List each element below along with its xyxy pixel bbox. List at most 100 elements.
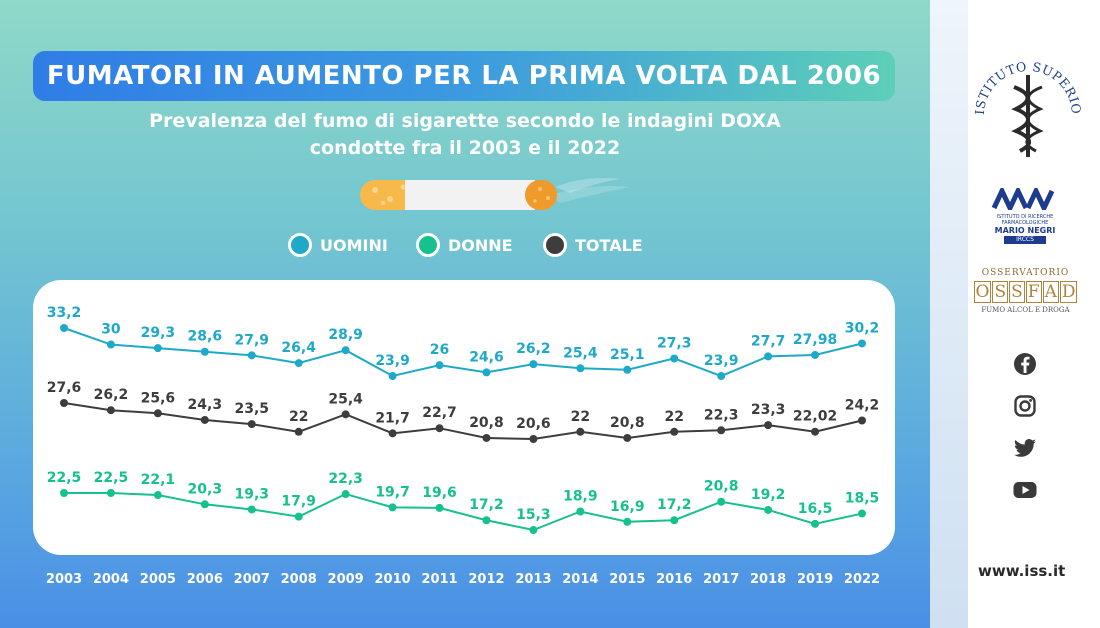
data-point-donne: [200, 500, 209, 509]
data-point-uomini: [60, 324, 68, 332]
data-label-totale: 25,4: [328, 391, 363, 407]
mario-negri-logo: ISTITUTO DI RICERCHE FARMACOLOGICHE MARI…: [990, 185, 1060, 244]
data-label-totale: 25,6: [141, 390, 176, 406]
data-label-uomini: 26,2: [516, 341, 551, 357]
x-tick-label: 2017: [703, 572, 739, 587]
twitter-icon[interactable]: [1012, 435, 1038, 461]
data-point-donne: [247, 505, 256, 514]
data-label-uomini: 29,3: [141, 325, 176, 341]
data-label-totale: 22,02: [793, 409, 837, 425]
data-label-donne: 22,5: [94, 470, 129, 486]
x-tick-label: 2009: [328, 572, 364, 587]
data-point-totale: [811, 427, 820, 436]
data-label-totale: 24,2: [845, 397, 880, 413]
legend-donne-label: DONNE: [448, 235, 513, 255]
facebook-icon[interactable]: [1012, 351, 1038, 377]
data-label-totale: 22: [289, 409, 308, 425]
iss-logo: ISTITUTO SUPERIORE DI SANITÀ: [970, 45, 1084, 157]
legend-donne: DONNE: [416, 233, 513, 257]
data-label-totale: 22: [664, 409, 683, 425]
data-label-donne: 18,9: [563, 489, 598, 505]
data-label-donne: 16,5: [798, 501, 833, 517]
data-point-totale: [294, 427, 303, 436]
data-point-totale: [858, 416, 866, 425]
data-point-donne: [106, 489, 115, 497]
data-label-donne: 19,3: [234, 486, 269, 502]
data-point-totale: [717, 426, 726, 435]
data-point-uomini: [811, 350, 820, 359]
data-point-uomini: [247, 351, 256, 360]
data-label-donne: 22,1: [141, 472, 176, 488]
x-tick-label: 2015: [609, 572, 645, 587]
data-label-uomini: 25,4: [563, 345, 598, 361]
x-tick-label: 2003: [46, 572, 82, 587]
x-tick-label: 2014: [562, 572, 598, 587]
data-label-donne: 22,5: [47, 470, 82, 486]
data-point-totale: [482, 433, 491, 442]
title-banner: FUMATORI IN AUMENTO PER LA PRIMA VOLTA D…: [33, 51, 895, 101]
cigarette-icon: [360, 178, 630, 210]
legend-uomini-label: UOMINI: [320, 235, 388, 255]
data-point-uomini: [200, 347, 209, 356]
data-label-donne: 16,9: [610, 499, 645, 515]
x-tick-label: 2016: [656, 572, 692, 587]
data-point-totale: [60, 399, 68, 407]
data-point-uomini: [576, 364, 585, 373]
data-point-uomini: [435, 361, 444, 370]
data-point-donne: [60, 489, 68, 497]
data-point-donne: [294, 512, 303, 521]
data-label-uomini: 26,4: [281, 340, 316, 356]
mario-negri-line-3: IRCCS: [1004, 236, 1046, 244]
data-point-uomini: [623, 365, 632, 374]
instagram-icon[interactable]: [1012, 393, 1038, 419]
data-label-uomini: 23,9: [375, 353, 410, 369]
data-point-donne: [858, 509, 866, 518]
data-point-totale: [435, 424, 444, 433]
data-label-uomini: 25,1: [610, 347, 645, 363]
data-point-totale: [153, 409, 162, 418]
legend-totale-label: TOTALE: [575, 235, 643, 255]
data-point-uomini: [529, 360, 538, 369]
data-point-uomini: [670, 354, 679, 363]
data-label-uomini: 24,6: [469, 349, 504, 365]
data-label-donne: 17,2: [657, 497, 692, 513]
x-tick-label: 2013: [515, 572, 551, 587]
data-label-donne: 20,3: [188, 481, 223, 497]
legend-uomini-dot: [288, 233, 312, 257]
x-tick-label: 2019: [797, 572, 833, 587]
youtube-icon[interactable]: [1012, 477, 1038, 503]
series-line-donne: [64, 492, 863, 532]
x-tick-label: 2004: [93, 572, 129, 587]
data-point-uomini: [153, 344, 162, 353]
data-label-uomini: 28,6: [188, 329, 223, 345]
data-label-totale: 21,7: [375, 410, 410, 426]
data-label-donne: 19,7: [375, 484, 410, 500]
chart-card: [33, 280, 895, 555]
legend-uomini: UOMINI: [288, 233, 388, 257]
series-line-uomini: [63, 327, 863, 378]
data-label-totale: 23,5: [234, 401, 269, 417]
data-label-uomini: 27,7: [751, 333, 786, 349]
ossfad-letter: D: [1059, 281, 1078, 303]
data-point-totale: [670, 427, 679, 436]
ossfad-line-3: FUMO ALCOL E DROGA: [981, 306, 1070, 314]
data-point-uomini: [294, 359, 303, 368]
data-point-donne: [482, 516, 491, 525]
data-label-uomini: 27,3: [657, 335, 692, 351]
data-point-totale: [247, 420, 256, 429]
data-point-donne: [435, 503, 444, 512]
subtitle: Prevalenza del fumo di sigarette secondo…: [80, 108, 850, 162]
x-tick-label: 2018: [750, 572, 786, 587]
data-point-uomini: [858, 339, 866, 348]
data-label-uomini: 27,9: [234, 332, 269, 348]
data-label-uomini: 30: [101, 322, 121, 338]
mario-negri-line-2: MARIO NEGRI: [994, 226, 1056, 235]
data-point-donne: [811, 519, 820, 528]
data-point-uomini: [341, 346, 350, 355]
data-label-totale: 20,8: [469, 415, 504, 431]
data-label-donne: 20,8: [704, 479, 739, 495]
data-point-uomini: [717, 372, 726, 380]
data-point-totale: [200, 415, 209, 424]
website-link[interactable]: www.iss.it: [978, 562, 1066, 580]
